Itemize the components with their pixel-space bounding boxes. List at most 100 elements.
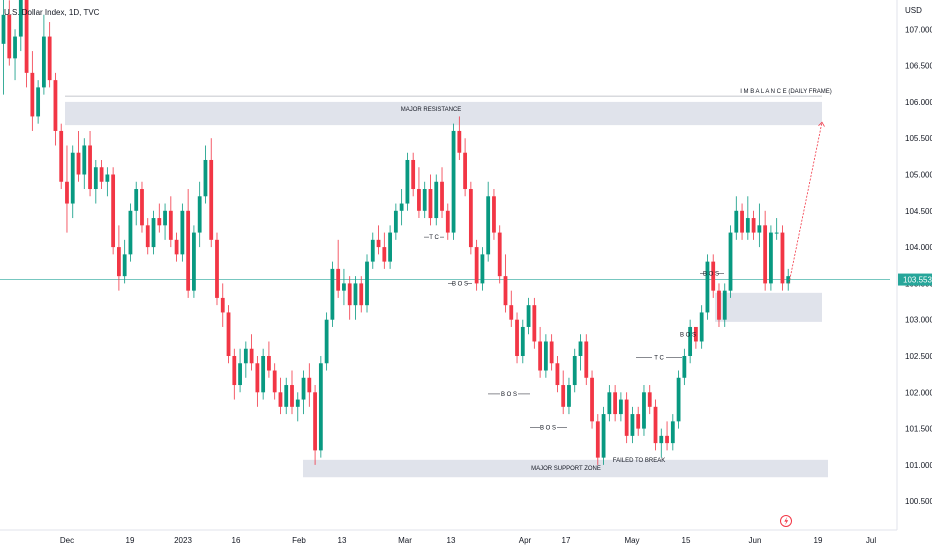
candle[interactable] — [267, 341, 271, 378]
candle[interactable] — [590, 370, 594, 429]
candle[interactable] — [99, 159, 104, 190]
candle[interactable] — [307, 363, 312, 407]
candle[interactable] — [53, 72, 58, 146]
candle[interactable] — [180, 203, 185, 262]
candle[interactable] — [278, 377, 283, 415]
candle[interactable] — [520, 319, 525, 364]
candle[interactable] — [192, 225, 196, 298]
candle[interactable] — [186, 189, 191, 298]
candle[interactable] — [140, 181, 144, 233]
candle[interactable] — [543, 334, 548, 378]
candle[interactable] — [399, 189, 404, 226]
candle[interactable] — [486, 181, 491, 262]
candle[interactable] — [457, 116, 462, 160]
candle[interactable] — [480, 247, 485, 291]
candle[interactable] — [538, 326, 543, 378]
candle[interactable] — [555, 356, 560, 393]
candle[interactable] — [82, 138, 87, 190]
candle[interactable] — [238, 348, 242, 393]
candle[interactable] — [47, 22, 52, 88]
candle[interactable] — [722, 283, 727, 327]
candle[interactable] — [567, 377, 571, 415]
candle[interactable] — [145, 218, 150, 255]
candle[interactable] — [203, 145, 208, 204]
candle[interactable] — [290, 370, 294, 415]
candle[interactable] — [359, 276, 364, 313]
candle[interactable] — [740, 203, 744, 240]
candle[interactable] — [215, 232, 219, 306]
candle[interactable] — [30, 51, 35, 131]
candle[interactable] — [676, 370, 681, 429]
candle[interactable] — [65, 145, 69, 233]
candle[interactable] — [468, 181, 473, 255]
candle[interactable] — [422, 181, 427, 219]
candle[interactable] — [607, 385, 612, 422]
candle[interactable] — [532, 297, 537, 349]
candle[interactable] — [642, 385, 646, 436]
candle[interactable] — [342, 268, 346, 306]
candle[interactable] — [451, 123, 456, 240]
candle[interactable] — [168, 196, 173, 248]
candle[interactable] — [388, 225, 392, 269]
lightning-icon[interactable] — [780, 515, 792, 527]
candle[interactable] — [232, 348, 237, 400]
candle[interactable] — [786, 268, 791, 291]
candle[interactable] — [474, 239, 479, 291]
candle[interactable] — [463, 138, 467, 197]
candle[interactable] — [347, 276, 352, 320]
candle[interactable] — [324, 312, 329, 371]
candle[interactable] — [630, 406, 635, 444]
candle[interactable] — [445, 203, 450, 240]
candle[interactable] — [330, 261, 335, 327]
candle[interactable] — [492, 189, 496, 240]
candle[interactable] — [572, 348, 577, 393]
candle[interactable] — [728, 225, 733, 298]
candle[interactable] — [636, 406, 641, 436]
candle[interactable] — [417, 167, 421, 219]
candle[interactable] — [249, 334, 254, 371]
candle[interactable] — [76, 130, 81, 182]
time-axis[interactable]: Dec 19 2023 16 Feb 13 Mar 13 Apr 17 May 15 Jun 19 Jul — [60, 536, 876, 545]
candle[interactable] — [526, 297, 531, 335]
candle[interactable] — [613, 385, 618, 422]
candle[interactable] — [509, 290, 514, 327]
candle[interactable] — [13, 29, 17, 81]
candle[interactable] — [295, 392, 300, 422]
candle[interactable] — [405, 152, 410, 211]
candle[interactable] — [665, 421, 669, 451]
candle[interactable] — [151, 210, 156, 255]
candle[interactable] — [688, 319, 693, 364]
candle[interactable] — [717, 283, 721, 327]
candle[interactable] — [624, 392, 629, 444]
candle[interactable] — [694, 326, 698, 349]
candle[interactable] — [411, 152, 416, 197]
candle[interactable] — [88, 130, 92, 197]
candle[interactable] — [7, 0, 12, 66]
candle[interactable] — [659, 428, 664, 458]
candle[interactable] — [647, 385, 652, 415]
candle[interactable] — [578, 334, 583, 371]
candle[interactable] — [70, 145, 75, 219]
candle[interactable] — [751, 210, 756, 240]
candle[interactable] — [699, 305, 704, 349]
candle[interactable] — [376, 225, 381, 255]
candle[interactable] — [220, 283, 225, 327]
candle[interactable] — [705, 254, 710, 320]
candle[interactable] — [122, 239, 127, 284]
candle[interactable] — [682, 348, 687, 386]
candle[interactable] — [41, 14, 46, 95]
candle[interactable] — [434, 174, 439, 226]
candle[interactable] — [318, 356, 323, 458]
candle[interactable] — [243, 341, 248, 378]
candle[interactable] — [111, 167, 116, 255]
candle[interactable] — [653, 399, 658, 451]
candle[interactable] — [18, 0, 23, 52]
candle[interactable] — [561, 370, 566, 415]
candle[interactable] — [284, 377, 289, 415]
candle[interactable] — [59, 123, 64, 190]
candle[interactable] — [745, 196, 750, 240]
candle[interactable] — [117, 225, 121, 291]
candle[interactable] — [365, 254, 369, 313]
candle[interactable] — [370, 232, 375, 269]
